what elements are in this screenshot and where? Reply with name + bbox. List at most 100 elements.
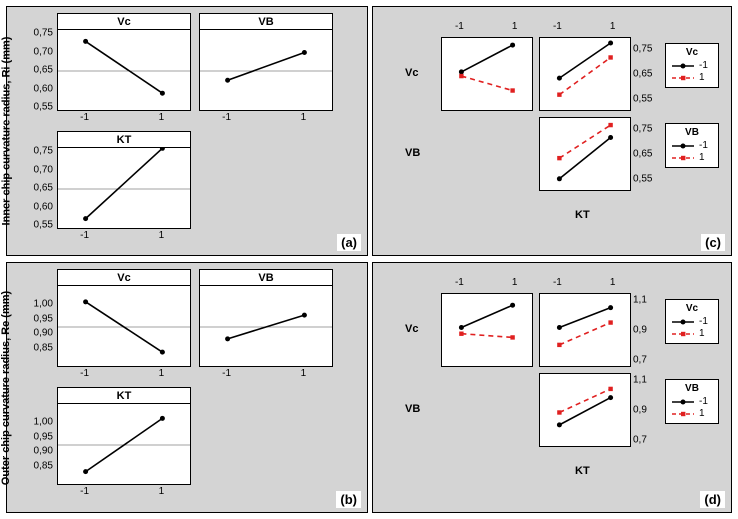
y-axis-label: Inner chip curvature radius, Ri (mm) bbox=[0, 6, 16, 256]
y-tick: 0,65 bbox=[27, 65, 53, 76]
subpanel-title: VB bbox=[200, 14, 332, 30]
subpanel: Vc bbox=[57, 269, 191, 367]
x-tick: 1 bbox=[159, 368, 165, 379]
y-tick: 0,7 bbox=[633, 434, 661, 445]
y-tick: 0,55 bbox=[27, 102, 53, 113]
x-tick: 1 bbox=[512, 277, 518, 288]
y-tick: 0,65 bbox=[27, 183, 53, 194]
y-tick: 0,70 bbox=[27, 164, 53, 175]
subpanel: VB bbox=[199, 13, 333, 111]
matrix-cell bbox=[441, 37, 533, 111]
x-tick: 1 bbox=[301, 368, 307, 379]
panel-label: (c) bbox=[701, 234, 725, 251]
x-tick: -1 bbox=[553, 21, 562, 32]
subpanel: KT bbox=[57, 387, 191, 485]
matrix-cell bbox=[539, 117, 631, 191]
y-tick: 1,1 bbox=[633, 295, 661, 306]
legend-title: VB bbox=[671, 127, 713, 138]
interaction-panel: (d)-11-11VcVBKT0,70,91,10,70,91,1Vc-11VB… bbox=[372, 262, 732, 513]
row-label: VB bbox=[405, 147, 420, 159]
x-tick: -1 bbox=[80, 230, 89, 241]
y-tick: 0,55 bbox=[27, 220, 53, 231]
y-tick: 1,1 bbox=[633, 375, 661, 386]
subpanel: Vc bbox=[57, 13, 191, 111]
y-tick: 0,65 bbox=[633, 149, 661, 160]
x-tick: 1 bbox=[610, 21, 616, 32]
x-tick: -1 bbox=[222, 368, 231, 379]
line-plot bbox=[58, 30, 190, 112]
y-tick: 1,00 bbox=[27, 416, 53, 427]
subpanel-title: KT bbox=[58, 132, 190, 148]
line-plot bbox=[58, 286, 190, 368]
y-tick: 0,65 bbox=[633, 69, 661, 80]
x-tick: -1 bbox=[80, 112, 89, 123]
row-label: VB bbox=[405, 403, 420, 415]
legend: VB -11 bbox=[665, 123, 719, 168]
col-label: KT bbox=[575, 209, 590, 221]
y-tick: 0,75 bbox=[633, 124, 661, 135]
y-tick: 0,60 bbox=[27, 201, 53, 212]
subpanel-title: Vc bbox=[58, 14, 190, 30]
y-tick: 0,70 bbox=[27, 46, 53, 57]
matrix-cell bbox=[539, 373, 631, 447]
x-tick: -1 bbox=[455, 277, 464, 288]
x-tick: 1 bbox=[610, 277, 616, 288]
y-tick: 0,85 bbox=[27, 461, 53, 472]
line-plot bbox=[200, 286, 332, 368]
legend: Vc -11 bbox=[665, 43, 719, 88]
row-label: Vc bbox=[405, 323, 418, 335]
y-tick: 0,9 bbox=[633, 325, 661, 336]
interaction-panel: (c)-11-11VcVBKT0,550,650,750,550,650,75V… bbox=[372, 6, 732, 256]
legend-title: Vc bbox=[671, 47, 713, 58]
matrix-cell bbox=[539, 293, 631, 367]
legend-item: -1 bbox=[671, 396, 713, 407]
y-tick: 0,95 bbox=[27, 313, 53, 324]
y-tick: 0,75 bbox=[633, 44, 661, 55]
x-tick: -1 bbox=[553, 277, 562, 288]
y-tick: 0,90 bbox=[27, 446, 53, 457]
row-label: Vc bbox=[405, 67, 418, 79]
panel-label: (d) bbox=[700, 491, 725, 508]
subpanel-title: KT bbox=[58, 388, 190, 404]
x-tick: -1 bbox=[455, 21, 464, 32]
x-tick: 1 bbox=[159, 112, 165, 123]
matrix-cell bbox=[539, 37, 631, 111]
x-tick: -1 bbox=[80, 368, 89, 379]
legend-item: -1 bbox=[671, 60, 713, 71]
line-plot bbox=[58, 404, 190, 486]
legend-title: Vc bbox=[671, 303, 713, 314]
legend: VB -11 bbox=[665, 379, 719, 424]
y-axis-label: Outer chip curvature radius, Re (mm) bbox=[0, 262, 16, 513]
legend-item: 1 bbox=[671, 152, 713, 163]
col-label: KT bbox=[575, 465, 590, 477]
line-plot bbox=[200, 30, 332, 112]
panel-label: (a) bbox=[337, 234, 361, 251]
legend-item: 1 bbox=[671, 328, 713, 339]
subpanel-title: Vc bbox=[58, 270, 190, 286]
y-tick: 1,00 bbox=[27, 298, 53, 309]
legend-title: VB bbox=[671, 383, 713, 394]
y-tick: 0,75 bbox=[27, 146, 53, 157]
y-tick: 0,55 bbox=[633, 93, 661, 104]
y-tick: 0,85 bbox=[27, 343, 53, 354]
subpanel: KT bbox=[57, 131, 191, 229]
y-tick: 0,90 bbox=[27, 328, 53, 339]
panel-label: (b) bbox=[336, 491, 361, 508]
subpanel: VB bbox=[199, 269, 333, 367]
matrix-cell bbox=[441, 293, 533, 367]
x-tick: -1 bbox=[80, 486, 89, 497]
legend-item: -1 bbox=[671, 316, 713, 327]
main-effects-panel: (a)Vc-110,550,600,650,700,75VB-11KT-110,… bbox=[6, 6, 368, 256]
legend-item: 1 bbox=[671, 408, 713, 419]
main-effects-panel: (b) Vc -1 1 0,85 0,90 0,95 1,00 VB -1 1 KT -1 1 0,85 0,… bbox=[6, 262, 368, 513]
y-tick: 0,75 bbox=[27, 28, 53, 39]
y-tick: 0,55 bbox=[633, 173, 661, 184]
y-tick: 0,7 bbox=[633, 354, 661, 365]
subpanel-title: VB bbox=[200, 270, 332, 286]
x-tick: 1 bbox=[159, 486, 165, 497]
legend-item: -1 bbox=[671, 140, 713, 151]
x-tick: -1 bbox=[222, 112, 231, 123]
legend: Vc -11 bbox=[665, 299, 719, 344]
x-tick: 1 bbox=[301, 112, 307, 123]
legend-item: 1 bbox=[671, 72, 713, 83]
